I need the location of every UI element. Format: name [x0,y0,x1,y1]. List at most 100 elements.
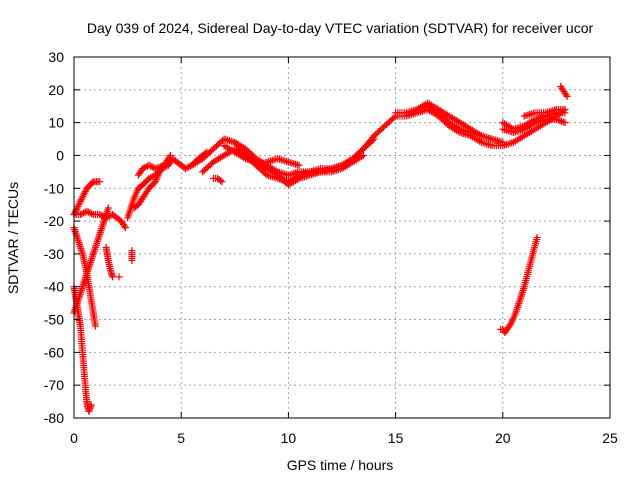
series-arc-a-rise [70,178,104,219]
data-point [75,201,83,209]
data-point [563,92,571,100]
y-tick-label: 30 [48,49,64,65]
data-point [295,161,303,169]
data-point [499,138,507,146]
series-arc-j-morning [130,151,174,212]
data-point [369,136,377,144]
data-point [554,116,562,124]
y-tick-label: 0 [56,147,64,163]
series-arc-u-evening [499,115,569,136]
data-point [147,162,155,170]
data-point [148,173,156,181]
series-isolated-g [115,273,123,281]
y-tick-label: 10 [48,115,64,131]
series-arc-v-evening [520,106,569,120]
data-point [148,163,156,171]
data-point [185,163,193,171]
y-tick-label: -40 [44,279,64,295]
y-tick-label: -70 [44,377,64,393]
data-point [561,119,569,127]
data-point [96,211,104,219]
data-point [157,163,165,171]
data-point [533,234,541,241]
data-point [558,117,566,125]
data-point [139,165,147,173]
data-point [76,199,84,207]
data-point [142,163,150,171]
data-point [151,165,159,173]
chart-title: Day 039 of 2024, Sidereal Day-to-day VTE… [87,20,594,36]
series-arc-k-morning [134,161,168,179]
x-axis-ticks: 0 5 10 15 20 25 [70,57,618,446]
series-arc-f-short [102,243,117,281]
data-point [96,178,104,186]
y-tick-label: -80 [44,410,64,426]
data-point [120,222,128,230]
data-point [217,177,225,185]
data-point [158,162,166,170]
data-point [78,210,86,218]
data-points [70,83,571,415]
series-arc-n-day [220,142,367,189]
data-point [559,118,567,126]
data-point [155,163,163,171]
x-tick-label: 15 [388,430,404,446]
y-tick-label: -50 [44,312,64,328]
y-axis-ticks: -80 -70 -60 -50 -40 -30 -20 -10 0 10 20 30 [44,49,610,426]
series-arc-w-late [557,83,571,100]
y-tick-label: -60 [44,344,64,360]
y-tick-label: -20 [44,213,64,229]
data-point [153,164,161,172]
series-isolated-h [128,247,136,264]
data-point [80,189,88,197]
data-point [73,204,81,212]
y-tick-label: -30 [44,246,64,262]
data-point [109,273,117,281]
data-point [390,113,398,121]
data-point [145,161,153,169]
data-point [562,91,570,99]
x-axis-label: GPS time / hours [287,457,394,473]
data-point [79,192,87,200]
series-arc-b-flat [70,207,129,232]
data-point [140,164,148,172]
data-point [83,207,91,215]
series-arc-s-afternoon [413,99,507,146]
data-point [160,161,168,169]
series-arc-x-recovery [497,234,541,337]
plot-frame [73,56,611,419]
data-point [76,197,84,205]
series-arc-e-fall [70,224,99,330]
data-point [78,194,86,202]
x-tick-label: 0 [70,430,78,446]
y-tick-label: -10 [44,180,64,196]
data-point [80,191,88,199]
data-point [115,273,123,281]
data-point [552,115,560,123]
y-axis-label: SDTVAR / TECUs [5,182,21,294]
data-point [166,151,174,159]
data-point [218,178,226,186]
data-point [86,209,94,217]
data-point [147,174,155,182]
data-point [359,151,367,159]
data-point [80,209,88,217]
data-point [183,164,191,172]
y-tick-label: 20 [48,82,64,98]
x-tick-label: 20 [495,430,511,446]
data-point [181,165,189,173]
data-point [91,322,99,330]
x-tick-label: 10 [281,430,297,446]
data-point [74,202,82,210]
x-tick-label: 25 [602,430,618,446]
data-point [561,106,569,114]
data-point [145,174,153,182]
data-point [104,204,112,212]
data-point [81,188,89,196]
data-point [506,320,514,328]
data-point [77,196,85,204]
data-point [88,210,96,218]
series-arc-o-day [231,138,303,169]
data-point [87,401,95,409]
